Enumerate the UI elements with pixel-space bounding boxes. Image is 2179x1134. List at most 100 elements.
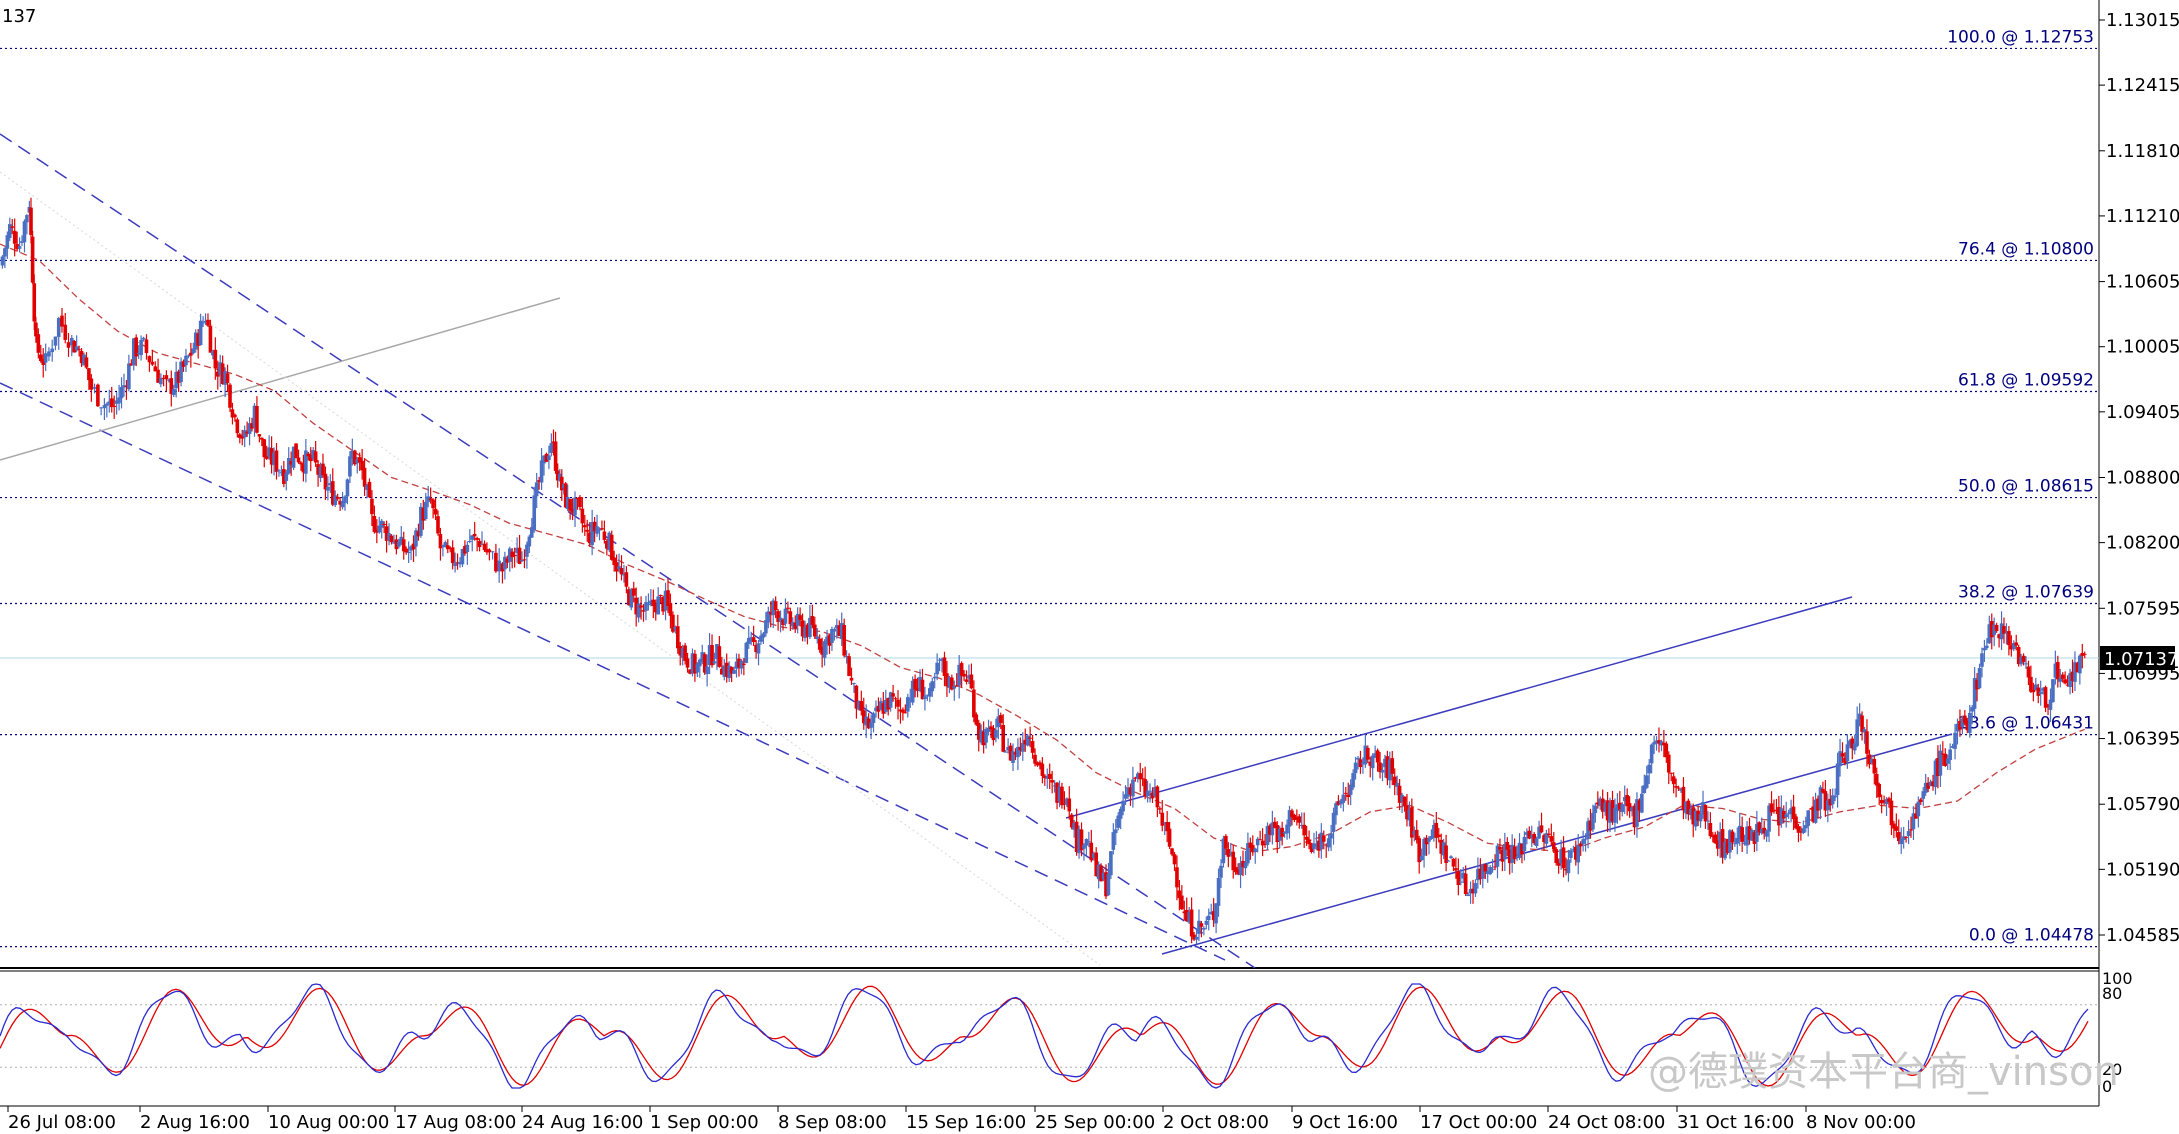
candle-body-bull	[1622, 797, 1627, 802]
candle-body-bull	[1899, 838, 1904, 845]
candle-body-bear	[1233, 867, 1238, 873]
candle-body-bull	[328, 483, 333, 486]
candle-body-bull	[441, 545, 445, 547]
candle-body-bear	[505, 558, 510, 563]
candle-body-bull	[1950, 746, 1955, 748]
candle-body-bear	[294, 443, 298, 458]
candle-body-bear	[208, 325, 213, 353]
candle-body-bull	[20, 241, 24, 243]
candle-body-bull	[1620, 804, 1625, 813]
candle-body-bear	[96, 384, 100, 407]
candle-body-bear	[1816, 798, 1820, 811]
down-channel-upper-line[interactable]	[0, 133, 1256, 969]
candle-body-bear	[1410, 807, 1414, 838]
candle-body-bull	[1786, 812, 1791, 814]
trend-line-grey[interactable]	[0, 297, 561, 461]
candle-body-bull	[918, 676, 922, 692]
candle-body-bear	[1454, 868, 1458, 871]
candle-body-bear	[580, 508, 585, 524]
up-channel-lower-line[interactable]	[1161, 733, 1953, 955]
candle-body-bear	[1799, 831, 1803, 833]
candle-body-bear	[29, 207, 33, 235]
candle-body-bear	[737, 658, 741, 668]
candle-body-bull	[705, 666, 709, 675]
candle-body-bull	[1238, 862, 1243, 876]
candle-body-bear	[893, 698, 898, 700]
candle-body-bull	[1194, 936, 1199, 940]
candle-body-bull	[379, 520, 384, 528]
candle-body-bull	[139, 339, 143, 356]
candle-body-bull	[1121, 800, 1125, 812]
candle-body-bull	[1921, 791, 1926, 799]
candle-body-bull	[1072, 822, 1076, 830]
candle-body-bear	[370, 498, 374, 515]
candle-body-bear	[404, 548, 408, 553]
candle-body-bear	[1304, 836, 1309, 840]
fib-level-label: 23.6 @ 1.06431	[1958, 714, 2094, 734]
candle-body-bear	[1260, 840, 1265, 846]
oscillator-level-label: 100	[2102, 969, 2133, 988]
candle-body-bear	[1551, 842, 1556, 850]
candle-body-bull	[952, 685, 957, 689]
candle-body-bull	[201, 322, 205, 324]
candle-body-bear	[181, 361, 186, 367]
candle-body-bear	[482, 543, 487, 551]
down-channel-lower-line[interactable]	[0, 382, 1226, 961]
candle-body-bear	[1309, 843, 1314, 852]
candle-body-bear	[206, 319, 210, 326]
candle-body-bear	[1302, 824, 1306, 836]
candle-body-bear	[1850, 738, 1855, 749]
candle-body-bull	[490, 551, 495, 553]
time-tick-label: 31 Oct 16:00	[1677, 1112, 1794, 1133]
candle-body-bull	[107, 401, 112, 404]
candle-body-bear	[38, 354, 43, 362]
candle-body-bear	[1471, 888, 1475, 894]
candle-body-bull	[1441, 842, 1446, 856]
candle-body-bear	[394, 539, 399, 550]
candle-body-bear	[592, 521, 597, 532]
candle-body-bear	[1943, 753, 1948, 766]
candle-body-bull	[1446, 860, 1451, 862]
faint-reference-line[interactable]	[0, 171, 1101, 966]
trend-channels[interactable]	[0, 133, 1953, 969]
candle-body-bear	[487, 549, 492, 553]
candle-body-bear	[10, 226, 15, 228]
candle-body-bull	[1331, 812, 1336, 832]
candle-body-bull	[247, 423, 252, 435]
candle-body-bull	[871, 713, 876, 723]
candle-body-bear	[773, 601, 778, 611]
candle-body-bull	[1326, 838, 1331, 848]
candle-body-bull	[0, 256, 5, 266]
candle-body-bull	[1750, 830, 1754, 841]
candle-body-bull	[1901, 836, 1906, 840]
candle-body-bear	[837, 625, 842, 636]
fibonacci-retracement[interactable]: 100.0 @ 1.12753 76.4 @ 1.10800 61.8 @ 1.09…	[0, 27, 2099, 948]
candle-body-bull	[1319, 832, 1324, 850]
candle-body-bull	[1945, 758, 1950, 764]
candle-body-bull	[423, 501, 428, 520]
candle-body-bear	[1099, 865, 1103, 882]
candle-body-bear	[1561, 847, 1566, 869]
candle-body-bear	[976, 722, 981, 740]
up-channel-upper-line[interactable]	[1065, 596, 1853, 819]
candle-body-bull	[279, 472, 284, 474]
candle-body-bull	[698, 659, 702, 667]
candle-body-bull	[1329, 833, 1333, 839]
current-price-tag	[2100, 646, 2175, 671]
candle-body-bear	[800, 620, 805, 637]
candle-body-bull	[940, 658, 944, 662]
candle-body-bear	[255, 405, 259, 433]
candle-body-bear	[445, 545, 450, 550]
candle-body-bear	[827, 635, 832, 646]
candle-body-bear	[671, 614, 675, 632]
candle-body-bear	[962, 673, 966, 677]
candle-body-bear	[1224, 835, 1228, 849]
candle-body-bull	[1510, 844, 1514, 863]
candle-body-bear	[602, 531, 607, 540]
candle-body-bull	[1835, 763, 1840, 795]
candle-body-bear	[1772, 810, 1776, 812]
candle-body-bull	[790, 622, 795, 627]
candle-body-bear	[898, 709, 903, 712]
candle-body-bear	[1889, 800, 1894, 826]
